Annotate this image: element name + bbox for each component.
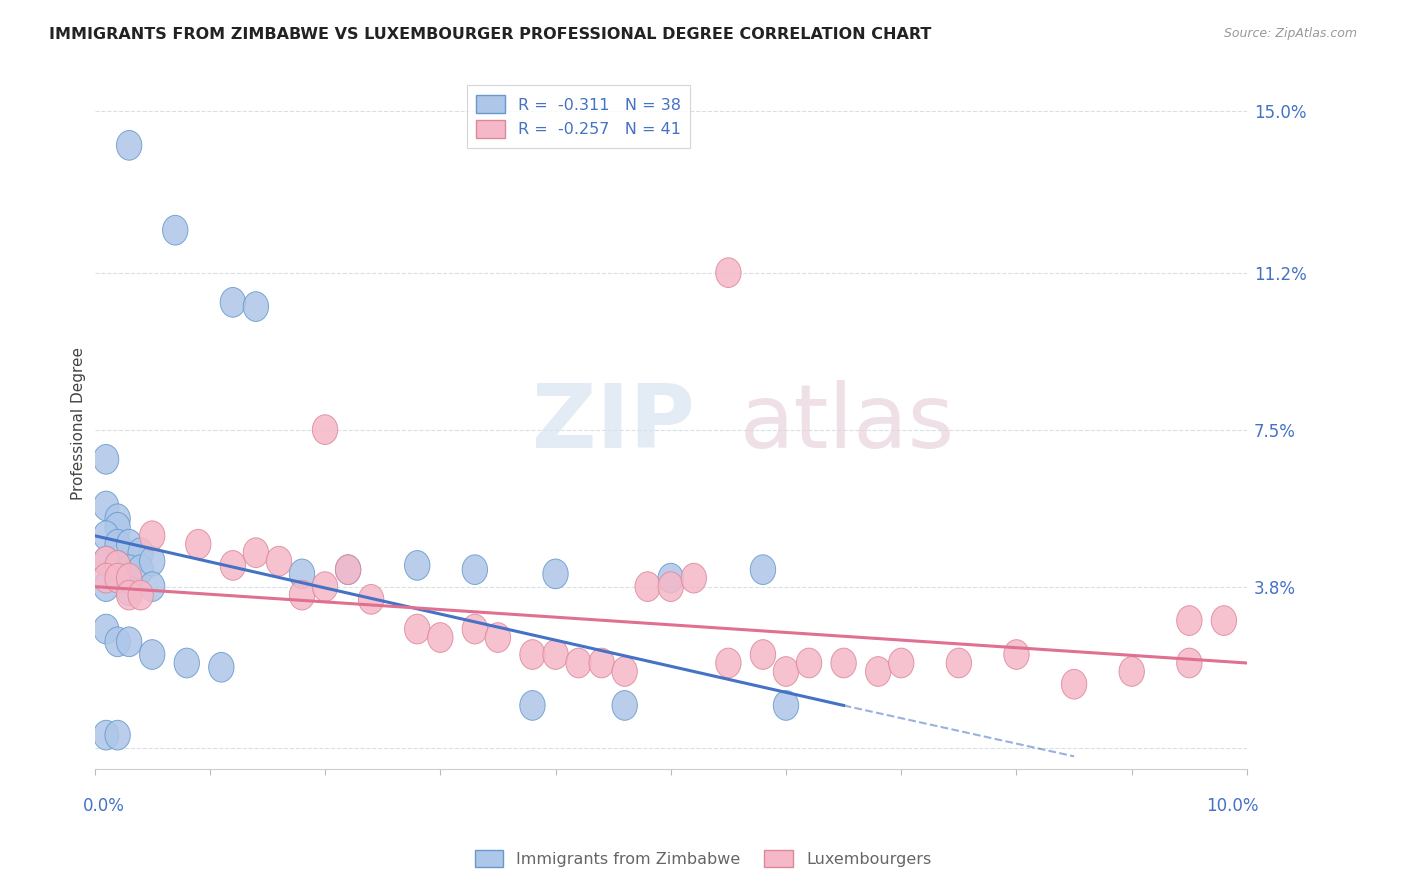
Ellipse shape [751, 640, 776, 669]
Ellipse shape [117, 581, 142, 610]
Ellipse shape [312, 415, 337, 444]
Ellipse shape [1062, 669, 1087, 699]
Ellipse shape [773, 690, 799, 720]
Ellipse shape [1119, 657, 1144, 686]
Ellipse shape [139, 546, 165, 576]
Ellipse shape [1177, 606, 1202, 635]
Ellipse shape [889, 648, 914, 678]
Ellipse shape [636, 572, 661, 601]
Ellipse shape [946, 648, 972, 678]
Ellipse shape [105, 627, 131, 657]
Ellipse shape [336, 555, 361, 584]
Ellipse shape [405, 615, 430, 644]
Ellipse shape [105, 550, 131, 581]
Ellipse shape [105, 550, 131, 581]
Ellipse shape [243, 292, 269, 321]
Text: Source: ZipAtlas.com: Source: ZipAtlas.com [1223, 27, 1357, 40]
Ellipse shape [290, 559, 315, 589]
Ellipse shape [128, 538, 153, 567]
Ellipse shape [463, 555, 488, 584]
Text: IMMIGRANTS FROM ZIMBABWE VS LUXEMBOURGER PROFESSIONAL DEGREE CORRELATION CHART: IMMIGRANTS FROM ZIMBABWE VS LUXEMBOURGER… [49, 27, 932, 42]
Ellipse shape [266, 546, 291, 576]
Ellipse shape [93, 444, 118, 475]
Ellipse shape [117, 576, 142, 606]
Ellipse shape [716, 258, 741, 287]
Ellipse shape [463, 615, 488, 644]
Ellipse shape [405, 550, 430, 581]
Ellipse shape [221, 287, 246, 318]
Legend: Immigrants from Zimbabwe, Luxembourgers: Immigrants from Zimbabwe, Luxembourgers [468, 844, 938, 873]
Ellipse shape [93, 491, 118, 521]
Ellipse shape [520, 640, 546, 669]
Ellipse shape [93, 546, 118, 576]
Ellipse shape [1211, 606, 1236, 635]
Ellipse shape [831, 648, 856, 678]
Ellipse shape [93, 521, 118, 550]
Ellipse shape [105, 529, 131, 559]
Ellipse shape [751, 555, 776, 584]
Ellipse shape [681, 563, 706, 593]
Text: 0.0%: 0.0% [83, 797, 125, 814]
Ellipse shape [186, 529, 211, 559]
Ellipse shape [290, 581, 315, 610]
Ellipse shape [139, 521, 165, 550]
Ellipse shape [117, 130, 142, 161]
Ellipse shape [93, 572, 118, 601]
Ellipse shape [105, 563, 131, 593]
Ellipse shape [589, 648, 614, 678]
Ellipse shape [1004, 640, 1029, 669]
Ellipse shape [658, 563, 683, 593]
Ellipse shape [221, 550, 246, 581]
Ellipse shape [93, 563, 118, 593]
Text: 10.0%: 10.0% [1206, 797, 1258, 814]
Ellipse shape [796, 648, 821, 678]
Ellipse shape [312, 572, 337, 601]
Ellipse shape [105, 720, 131, 750]
Ellipse shape [612, 690, 637, 720]
Ellipse shape [565, 648, 592, 678]
Ellipse shape [105, 512, 131, 542]
Ellipse shape [243, 538, 269, 567]
Ellipse shape [485, 623, 510, 652]
Ellipse shape [612, 657, 637, 686]
Ellipse shape [174, 648, 200, 678]
Ellipse shape [866, 657, 891, 686]
Ellipse shape [208, 652, 233, 682]
Ellipse shape [93, 546, 118, 576]
Text: atlas: atlas [740, 380, 955, 467]
Ellipse shape [163, 215, 188, 245]
Ellipse shape [93, 720, 118, 750]
Ellipse shape [336, 555, 361, 584]
Ellipse shape [139, 572, 165, 601]
Ellipse shape [658, 572, 683, 601]
Ellipse shape [128, 581, 153, 610]
Ellipse shape [117, 529, 142, 559]
Ellipse shape [139, 640, 165, 669]
Ellipse shape [117, 555, 142, 584]
Ellipse shape [543, 640, 568, 669]
Ellipse shape [117, 627, 142, 657]
Ellipse shape [773, 657, 799, 686]
Ellipse shape [1177, 648, 1202, 678]
Ellipse shape [427, 623, 453, 652]
Text: ZIP: ZIP [533, 380, 695, 467]
Y-axis label: Professional Degree: Professional Degree [72, 347, 86, 500]
Ellipse shape [543, 559, 568, 589]
Legend: R =  -0.311   N = 38, R =  -0.257   N = 41: R = -0.311 N = 38, R = -0.257 N = 41 [467, 86, 690, 148]
Ellipse shape [520, 690, 546, 720]
Ellipse shape [105, 504, 131, 533]
Ellipse shape [359, 584, 384, 615]
Ellipse shape [117, 563, 142, 593]
Ellipse shape [716, 648, 741, 678]
Ellipse shape [93, 615, 118, 644]
Ellipse shape [128, 555, 153, 584]
